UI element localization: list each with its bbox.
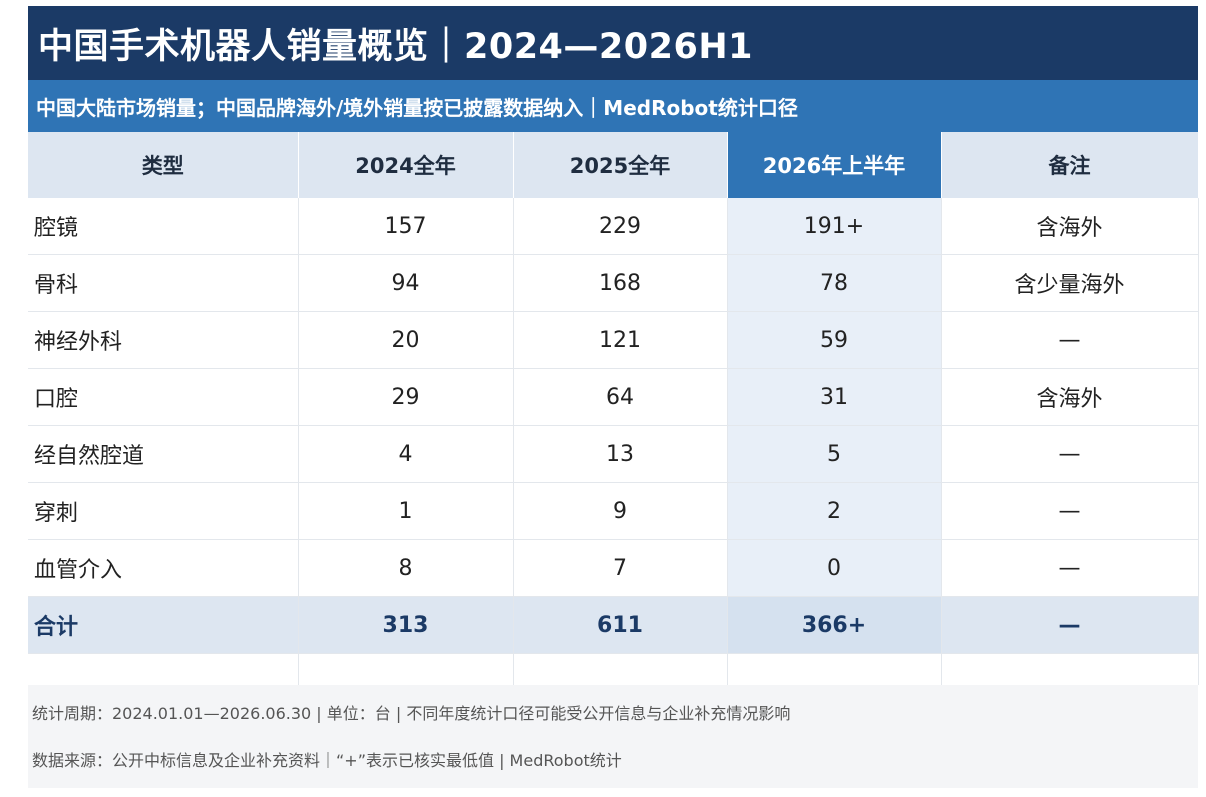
cell-type: 腔镜 bbox=[28, 198, 299, 255]
cell-2026h1: 31 bbox=[727, 368, 942, 426]
cell-2024: 1 bbox=[298, 482, 514, 540]
cell-2025: 9 bbox=[513, 482, 728, 540]
table-subtitle: 中国大陆市场销量；中国品牌海外/境外销量按已披露数据纳入｜MedRobot统计口… bbox=[28, 80, 1198, 132]
table-body: 腔镜 157 229 191+ 含海外 骨科 94 168 78 含少量海外 神… bbox=[28, 198, 1199, 685]
blank-row bbox=[28, 653, 1199, 685]
cell-2026h1: 0 bbox=[727, 539, 942, 597]
sales-table: 类型 2024全年 2025全年 2026年上半年 备注 腔镜 157 229 … bbox=[28, 132, 1199, 685]
cell-2025: 64 bbox=[513, 368, 728, 426]
total-2024: 313 bbox=[298, 596, 514, 654]
sales-table-card: 中国手术机器人销量概览｜2024—2026H1 中国大陆市场销量；中国品牌海外/… bbox=[28, 6, 1199, 788]
footer-source-note: 数据来源：公开中标信息及企业补充资料｜“+”表示已核实最低值 | MedRobo… bbox=[32, 751, 622, 770]
cell-2025: 168 bbox=[513, 254, 728, 312]
column-header-2024: 2024全年 bbox=[298, 132, 514, 198]
cell-2024: 8 bbox=[298, 539, 514, 597]
column-header-2025: 2025全年 bbox=[513, 132, 728, 198]
cell-2026h1: 59 bbox=[727, 311, 942, 369]
footer-notes: 统计周期：2024.01.01—2026.06.30 | 单位：台 | 不同年度… bbox=[28, 685, 1198, 788]
table-row: 口腔 29 64 31 含海外 bbox=[28, 368, 1199, 426]
cell-2025: 121 bbox=[513, 311, 728, 369]
cell-note: 含海外 bbox=[941, 198, 1199, 255]
cell-2024: 4 bbox=[298, 425, 514, 483]
table-title: 中国手术机器人销量概览｜2024—2026H1 bbox=[28, 6, 1198, 80]
cell-note: — bbox=[941, 425, 1199, 483]
footer-period-note: 统计周期：2024.01.01—2026.06.30 | 单位：台 | 不同年度… bbox=[32, 704, 791, 723]
cell-2026h1: 78 bbox=[727, 254, 942, 312]
blank-cell bbox=[727, 653, 942, 685]
total-label: 合计 bbox=[28, 596, 299, 654]
cell-2026h1: 191+ bbox=[727, 198, 942, 255]
cell-type: 骨科 bbox=[28, 254, 299, 312]
cell-2024: 20 bbox=[298, 311, 514, 369]
column-header-type: 类型 bbox=[28, 132, 299, 198]
column-header-note: 备注 bbox=[941, 132, 1199, 198]
cell-2024: 157 bbox=[298, 198, 514, 255]
column-header-2026h1: 2026年上半年 bbox=[727, 132, 942, 198]
cell-2024: 94 bbox=[298, 254, 514, 312]
cell-note: 含海外 bbox=[941, 368, 1199, 426]
cell-type: 穿刺 bbox=[28, 482, 299, 540]
table-row: 骨科 94 168 78 含少量海外 bbox=[28, 254, 1199, 312]
cell-type: 口腔 bbox=[28, 368, 299, 426]
total-note: — bbox=[941, 596, 1199, 654]
table-row: 神经外科 20 121 59 — bbox=[28, 311, 1199, 369]
blank-cell bbox=[513, 653, 728, 685]
total-2026h1: 366+ bbox=[727, 596, 942, 654]
table-row: 穿刺 1 9 2 — bbox=[28, 482, 1199, 540]
cell-type: 经自然腔道 bbox=[28, 425, 299, 483]
cell-2026h1: 2 bbox=[727, 482, 942, 540]
cell-2026h1: 5 bbox=[727, 425, 942, 483]
cell-2024: 29 bbox=[298, 368, 514, 426]
cell-2025: 229 bbox=[513, 198, 728, 255]
total-row: 合计 313 611 366+ — bbox=[28, 596, 1199, 654]
table-row: 经自然腔道 4 13 5 — bbox=[28, 425, 1199, 483]
total-2025: 611 bbox=[513, 596, 728, 654]
cell-note: — bbox=[941, 311, 1199, 369]
blank-cell bbox=[941, 653, 1199, 685]
cell-note: — bbox=[941, 482, 1199, 540]
blank-cell bbox=[298, 653, 514, 685]
cell-2025: 13 bbox=[513, 425, 728, 483]
cell-note: 含少量海外 bbox=[941, 254, 1199, 312]
cell-2025: 7 bbox=[513, 539, 728, 597]
table-row: 腔镜 157 229 191+ 含海外 bbox=[28, 198, 1199, 255]
cell-type: 神经外科 bbox=[28, 311, 299, 369]
table-header-row: 类型 2024全年 2025全年 2026年上半年 备注 bbox=[28, 132, 1199, 198]
blank-cell bbox=[28, 653, 299, 685]
cell-type: 血管介入 bbox=[28, 539, 299, 597]
cell-note: — bbox=[941, 539, 1199, 597]
table-row: 血管介入 8 7 0 — bbox=[28, 539, 1199, 597]
